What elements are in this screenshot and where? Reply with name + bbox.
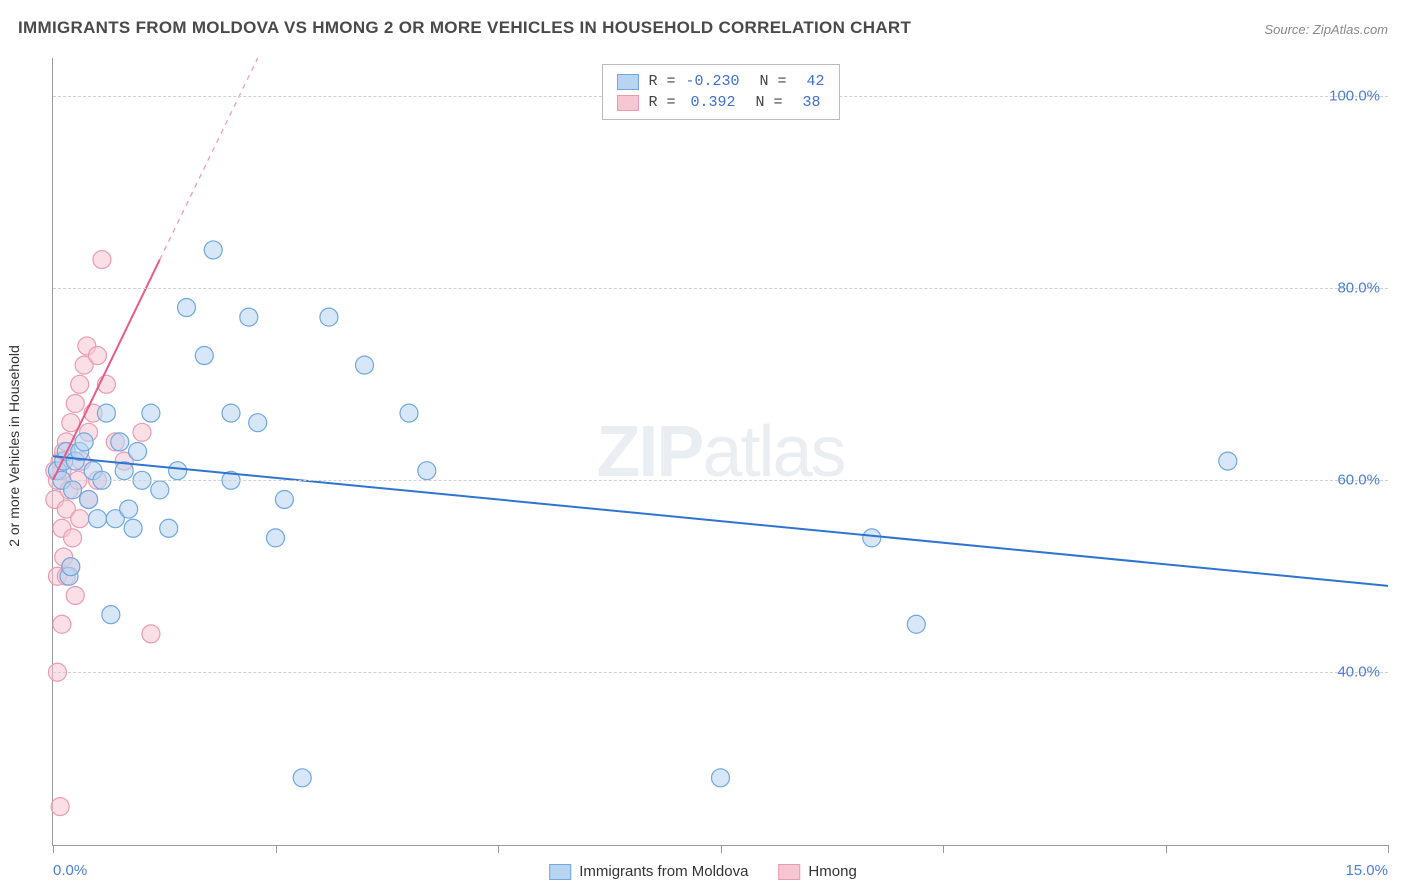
chart-title: IMMIGRANTS FROM MOLDOVA VS HMONG 2 OR MO… (18, 18, 911, 38)
y-axis-label: 2 or more Vehicles in Household (6, 345, 22, 547)
data-point (80, 490, 98, 508)
data-point (89, 347, 107, 365)
legend-n-value: 38 (793, 94, 821, 111)
legend-n-label: N = (755, 94, 782, 111)
data-point (64, 481, 82, 499)
data-point (222, 404, 240, 422)
data-point (51, 798, 69, 816)
trend-line-ext (160, 58, 258, 260)
legend-r-label: R = (648, 73, 675, 90)
correlation-legend: R = -0.230 N = 42 R = 0.392 N = 38 (601, 64, 839, 120)
data-point (133, 423, 151, 441)
trend-line (53, 456, 1388, 586)
data-point (93, 251, 111, 269)
data-point (204, 241, 222, 259)
data-point (53, 615, 71, 633)
data-point (75, 433, 93, 451)
data-point (71, 510, 89, 528)
data-point (111, 433, 129, 451)
data-point (267, 529, 285, 547)
legend-swatch (549, 864, 571, 880)
x-tick (276, 845, 277, 853)
x-tick (721, 845, 722, 853)
data-point (169, 462, 187, 480)
gridline (53, 672, 1388, 673)
data-point (142, 625, 160, 643)
legend-label: Hmong (808, 863, 856, 880)
legend-swatch (778, 864, 800, 880)
legend-n-value: 42 (797, 73, 825, 90)
data-point (293, 769, 311, 787)
legend-label: Immigrants from Moldova (579, 863, 748, 880)
data-point (863, 529, 881, 547)
x-tick (1166, 845, 1167, 853)
data-point (275, 490, 293, 508)
data-point (129, 443, 147, 461)
legend-item: Hmong (778, 863, 856, 880)
series-legend: Immigrants from Moldova Hmong (549, 863, 857, 880)
data-point (124, 519, 142, 537)
data-point (320, 308, 338, 326)
data-point (66, 586, 84, 604)
data-point (356, 356, 374, 374)
scatter-svg (53, 58, 1388, 845)
gridline (53, 288, 1388, 289)
data-point (151, 481, 169, 499)
data-point (142, 404, 160, 422)
x-tick-label-left: 0.0% (53, 862, 87, 879)
y-tick-label: 60.0% (1337, 472, 1380, 489)
legend-r-label: R = (648, 94, 675, 111)
x-tick (1388, 845, 1389, 853)
x-tick (498, 845, 499, 853)
x-tick (53, 845, 54, 853)
data-point (178, 299, 196, 317)
source-label: Source: ZipAtlas.com (1264, 22, 1388, 37)
data-point (160, 519, 178, 537)
legend-r-value: 0.392 (685, 94, 735, 111)
x-tick (943, 845, 944, 853)
data-point (66, 395, 84, 413)
data-point (89, 510, 107, 528)
legend-row: R = 0.392 N = 38 (616, 92, 824, 113)
legend-row: R = -0.230 N = 42 (616, 71, 824, 92)
data-point (712, 769, 730, 787)
data-point (97, 404, 115, 422)
data-point (907, 615, 925, 633)
data-point (120, 500, 138, 518)
data-point (64, 529, 82, 547)
plot-area: ZIPatlas R =-0.230N =42R =0.392N =38 40.… (52, 58, 1388, 846)
data-point (400, 404, 418, 422)
legend-swatch (616, 95, 638, 111)
data-point (71, 375, 89, 393)
data-point (195, 347, 213, 365)
legend-item: Immigrants from Moldova (549, 863, 748, 880)
data-point (62, 558, 80, 576)
legend-n-label: N = (760, 73, 787, 90)
data-point (102, 606, 120, 624)
data-point (1219, 452, 1237, 470)
y-tick-label: 40.0% (1337, 664, 1380, 681)
data-point (418, 462, 436, 480)
y-tick-label: 80.0% (1337, 280, 1380, 297)
data-point (249, 414, 267, 432)
x-tick-label-right: 15.0% (1345, 862, 1388, 879)
data-point (240, 308, 258, 326)
legend-swatch (616, 74, 638, 90)
gridline (53, 480, 1388, 481)
y-tick-label: 100.0% (1329, 88, 1380, 105)
legend-r-value: -0.230 (685, 73, 739, 90)
